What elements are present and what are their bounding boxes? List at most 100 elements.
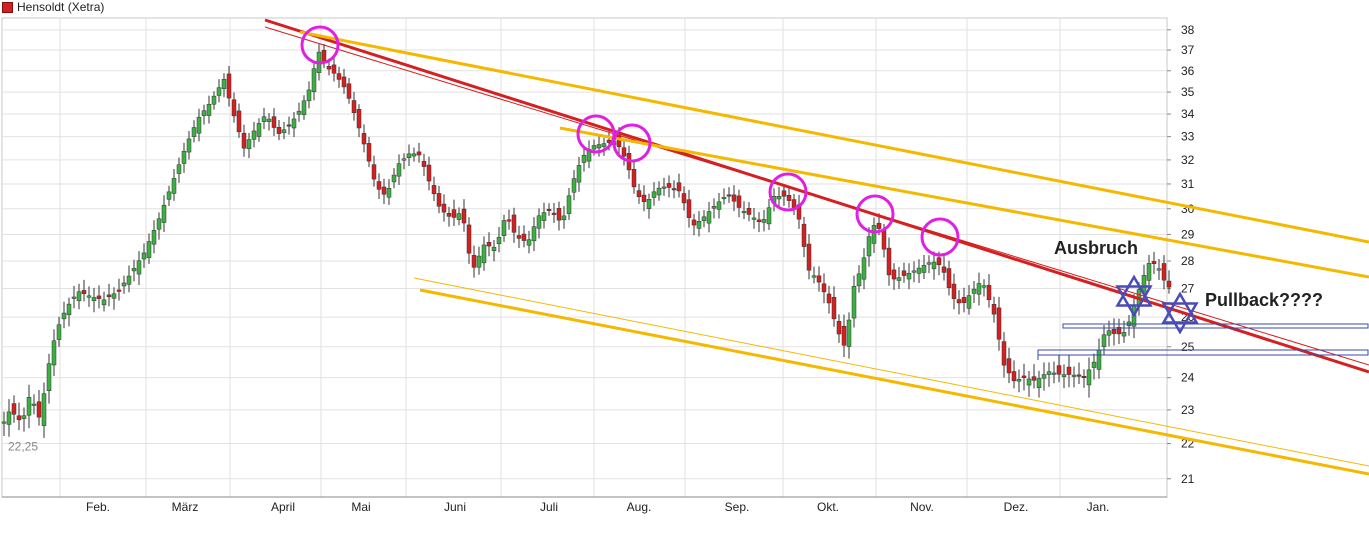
candle-down [941, 266, 947, 273]
candle-down [421, 161, 427, 167]
candle-up [711, 206, 717, 209]
candle-up [181, 150, 187, 164]
candle-down [1006, 358, 1012, 374]
candle-up [51, 340, 57, 366]
candle-down [886, 247, 892, 276]
candle-up [146, 241, 152, 258]
candle-up [966, 295, 972, 309]
candle-down [96, 295, 102, 299]
candle-up [596, 144, 602, 149]
x-tick-label: Dez. [1004, 500, 1029, 514]
candle-up [931, 261, 937, 270]
candle-down [116, 289, 122, 292]
y-tick-label: 36 [1181, 64, 1195, 78]
candle-up [166, 191, 172, 200]
candle-down [286, 124, 292, 127]
candle-down [341, 76, 347, 88]
candle-up [151, 230, 157, 245]
candle-down [936, 257, 942, 266]
candle-down [1011, 371, 1017, 382]
x-tick-label: Aug. [627, 500, 652, 514]
trend-line-orange-lower-thin [413, 277, 1369, 467]
candle-up [176, 164, 182, 174]
candle-down [901, 270, 907, 276]
y-tick-label: 32 [1181, 153, 1195, 167]
candle-up [66, 303, 72, 316]
candle-up [26, 397, 32, 416]
candle-down [556, 208, 562, 221]
candle-down [371, 164, 377, 180]
candle-up [491, 246, 497, 252]
candle-down [1151, 261, 1157, 264]
candle-down [446, 213, 452, 217]
candle-down [786, 195, 792, 201]
candle-up [851, 286, 857, 319]
candle-up [591, 145, 597, 150]
candle-up [916, 267, 922, 274]
candle-down [321, 49, 327, 63]
x-tick-label: Feb. [86, 500, 110, 514]
candle-up [1051, 372, 1057, 375]
candle-up [1036, 378, 1042, 388]
candle-down [81, 290, 87, 295]
candle-down [841, 326, 847, 346]
candle-up [76, 291, 82, 302]
candle-down [1166, 280, 1172, 288]
candle-up [566, 195, 572, 214]
star-marker [1161, 302, 1199, 335]
candle-up [481, 244, 487, 264]
y-tick-label: 21 [1181, 472, 1195, 486]
candle-down [506, 219, 512, 222]
candle-up [561, 215, 567, 220]
candle-down [726, 194, 732, 197]
candle-up [811, 275, 817, 278]
candle-down [1081, 375, 1087, 378]
candle-down [1161, 263, 1167, 281]
plot-area [1, 17, 1168, 498]
y-tick-label: 28 [1181, 254, 1195, 268]
candle-up [776, 196, 782, 200]
candle-up [136, 260, 142, 275]
candle-up [476, 255, 482, 268]
candle-up [456, 213, 462, 220]
candle-up [191, 127, 197, 137]
legend-swatch [2, 1, 13, 13]
candle-up [41, 393, 47, 426]
candle-down [431, 185, 437, 195]
y-tick-label: 23 [1181, 403, 1195, 417]
candle-up [906, 273, 912, 280]
candle-up [501, 220, 507, 236]
candle-down [956, 299, 962, 304]
candle-down [351, 100, 357, 113]
candle-up [301, 100, 307, 115]
candle-down [686, 199, 692, 218]
candle-down [331, 64, 337, 74]
candle-up [281, 129, 287, 133]
candle-up [1106, 330, 1112, 336]
candle-down [471, 255, 477, 268]
candle-up [531, 226, 537, 242]
candle-down [781, 190, 787, 197]
candle-down [681, 193, 687, 204]
candle-down [736, 195, 742, 208]
star-marker [1161, 291, 1199, 324]
candle-down [1021, 375, 1027, 378]
candle-down [376, 181, 382, 190]
candle-up [386, 188, 392, 198]
candle-up [1046, 371, 1052, 375]
candle-up [541, 212, 547, 221]
candle-up [266, 118, 272, 122]
candle-up [706, 211, 712, 224]
highlight-circle [300, 25, 340, 65]
candle-down [791, 199, 797, 209]
candle-down [891, 269, 897, 280]
candle-down [36, 401, 42, 418]
candle-down [276, 126, 282, 134]
candle-down [426, 164, 432, 182]
candle-down [366, 143, 372, 162]
candle-up [1071, 374, 1077, 377]
highlight-circle [612, 123, 652, 163]
highlight-circles [300, 25, 960, 257]
highlight-circle [768, 172, 808, 212]
